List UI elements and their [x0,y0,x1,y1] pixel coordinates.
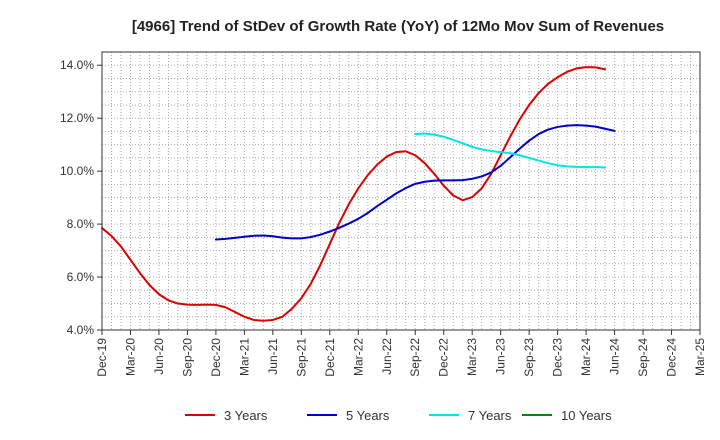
y-tick-label: 12.0% [60,111,94,125]
x-tick-label: Sep-22 [408,338,422,377]
chart-title: [4966] Trend of StDev of Growth Rate (Yo… [132,18,664,35]
x-tick-label: Mar-22 [351,338,365,376]
plot-border [101,51,701,331]
legend-label-3-years: 3 Years [224,408,268,423]
x-tick-label: Mar-23 [465,338,479,376]
x-tick-label: Sep-21 [294,338,308,377]
x-tick-label: Mar-20 [123,338,137,376]
y-tick-label: 8.0% [67,217,95,231]
x-tick-label: Dec-20 [209,338,223,377]
x-tick-label: Jun-20 [152,338,166,375]
series-line-7-years [414,132,607,169]
x-tick-label: Sep-24 [636,338,650,377]
x-tick-label: Dec-22 [437,338,451,377]
x-tick-label: Jun-22 [380,338,394,375]
y-tick-label: 10.0% [60,164,94,178]
legend: 3 Years 5 Years 7 Years 10 Years [185,408,612,423]
x-tick-label: Dec-21 [323,338,337,377]
y-tick-label: 4.0% [67,323,95,337]
y-tick-label: 6.0% [67,270,95,284]
x-tick-label: Mar-24 [579,338,593,376]
x-tick-label: Sep-23 [522,338,536,377]
x-axis-ticks: Dec-19 Mar-20 Jun-20 Sep-20 Dec-20 Mar-21 Jun-… [95,330,707,377]
grid [102,52,700,330]
x-tick-label: Mar-21 [237,338,251,376]
legend-label-5-years: 5 Years [346,408,390,423]
x-tick-label: Dec-23 [551,338,565,377]
series-layer [101,66,616,322]
x-tick-label: Jun-23 [494,338,508,375]
y-axis-ticks: 4.0% 6.0% 8.0% 10.0% 12.0% 14.0% [60,58,102,337]
x-tick-label: Jun-21 [266,338,280,375]
legend-label-7-years: 7 Years [468,408,512,423]
x-tick-label: Dec-19 [95,338,109,377]
x-tick-label: Dec-24 [665,338,679,377]
series-line-3-years [101,66,607,322]
y-tick-label: 14.0% [60,58,94,72]
x-tick-label: Jun-24 [608,338,622,375]
series-line-5-years [214,124,616,241]
x-tick-label: Mar-25 [693,338,707,376]
legend-label-10-years: 10 Years [561,408,612,423]
x-tick-label: Sep-20 [180,338,194,377]
